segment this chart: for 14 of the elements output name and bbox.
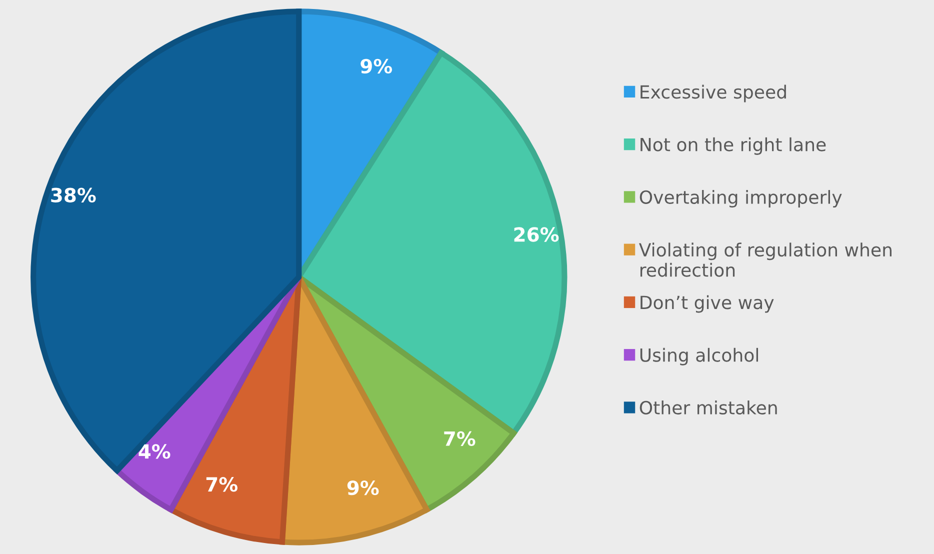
data-label: 26% xyxy=(514,227,559,242)
data-label: 7% xyxy=(206,477,238,492)
data-label: 7% xyxy=(444,431,476,446)
legend-label: Violating of regulation when redirection xyxy=(638,242,892,277)
data-label: 9% xyxy=(360,58,392,74)
data-label: 9% xyxy=(347,480,379,496)
legend-label: Overtaking improperly xyxy=(640,190,842,208)
data-label: 4% xyxy=(138,444,170,459)
legend-label: Don’t give way xyxy=(640,295,774,313)
legend-label: Other mistaken xyxy=(640,400,777,415)
data-label: 38% xyxy=(51,188,96,202)
legend-label: Excessive speed xyxy=(640,84,786,102)
legend-label: Using alcohol xyxy=(640,348,758,366)
legend-label: Not on the right lane xyxy=(640,137,826,155)
